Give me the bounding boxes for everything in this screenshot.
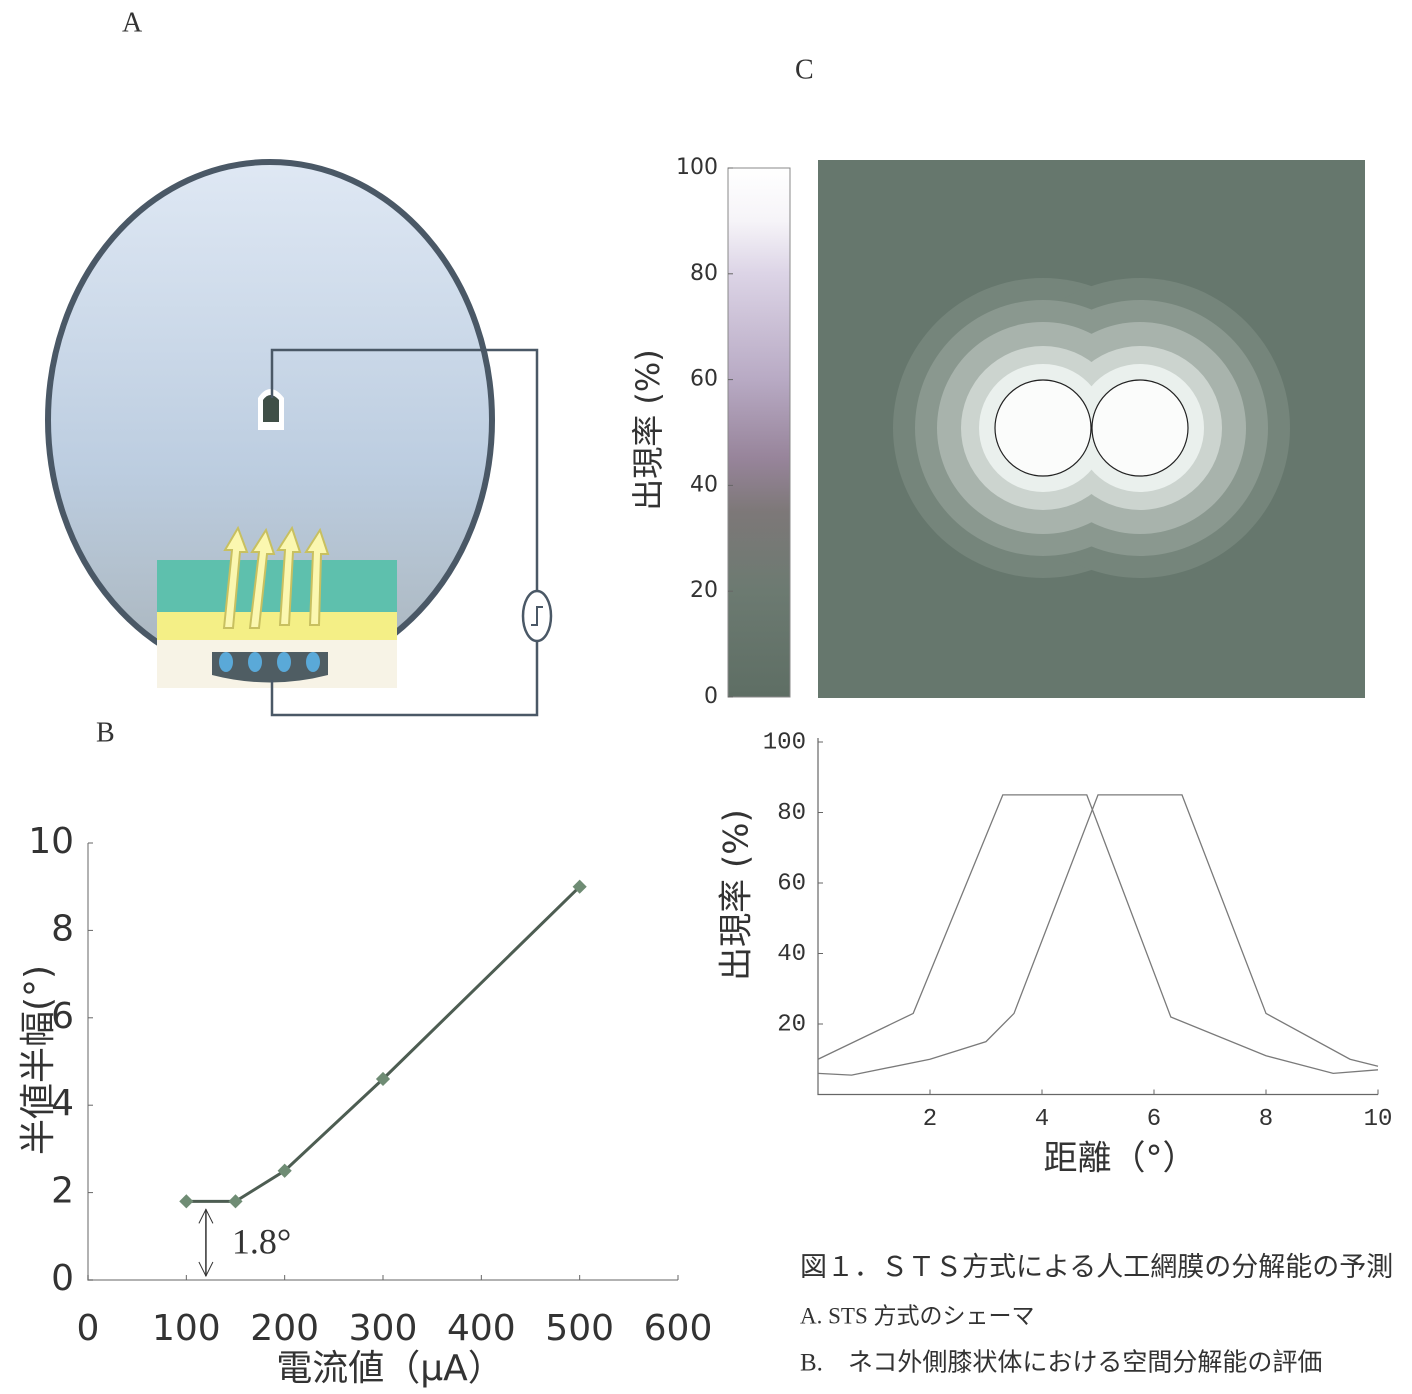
x-tick-label: 6 (1147, 1106, 1161, 1133)
panel-label: B (96, 717, 115, 748)
y-tick-label: 40 (690, 472, 718, 497)
figure: A B C 図１．ＳＴＳ方式による人工網膜の分解能の予測 A. STS 方式 (0, 0, 1412, 1394)
y-tick-label: 60 (777, 870, 806, 897)
data-line (818, 795, 1378, 1075)
y-tick-label: 2 (51, 1171, 74, 1212)
caption: A. STS 方式のシェーマ (800, 1303, 1035, 1328)
x-tick-label: 200 (250, 1308, 319, 1349)
annotation: 1.8° (232, 1222, 291, 1262)
data-line (818, 795, 1378, 1073)
x-tick-label: 400 (447, 1308, 516, 1349)
panel-label: C (795, 54, 814, 85)
axis-line (818, 738, 1378, 1095)
data-line (186, 887, 579, 1202)
caption: 図１．ＳＴＳ方式による人工網膜の分解能の予測 (800, 1252, 1393, 1282)
x-tick-label: 8 (1259, 1106, 1273, 1133)
x-tick-label: 10 (1364, 1106, 1393, 1133)
x-tick-label: 100 (152, 1308, 221, 1349)
y-tick-label: 0 (704, 684, 718, 709)
x-tick-label: 500 (545, 1308, 614, 1349)
y-tick-label: 20 (777, 1011, 806, 1038)
y-tick-label: 40 (777, 941, 806, 968)
data-point (179, 1194, 193, 1208)
heatmap-image (818, 160, 1365, 698)
schematic (48, 162, 551, 715)
x-tick-label: 2 (923, 1106, 937, 1133)
data-point (228, 1194, 242, 1208)
y-axis-label: 出現率 (%) (629, 349, 667, 511)
y-tick-label: 0 (51, 1258, 74, 1299)
y-tick-label: 100 (763, 729, 806, 756)
y-axis-label: 半値半幅(°) (18, 965, 59, 1155)
y-tick-label: 8 (51, 908, 74, 949)
page: A B C 図１．ＳＴＳ方式による人工網膜の分解能の予測 A. STS 方式 (0, 0, 1412, 1394)
y-tick-label: 100 (676, 155, 718, 180)
y-tick-label: 20 (690, 578, 718, 603)
y-axis-label: 出現率 (%) (717, 809, 757, 981)
x-tick-label: 4 (1035, 1106, 1049, 1133)
x-tick-label: 0 (77, 1308, 100, 1349)
y-tick-label: 80 (777, 800, 806, 827)
x-axis-label: 距離（°） (1044, 1139, 1197, 1179)
x-tick-label: 300 (349, 1308, 418, 1349)
caption: B. ネコ外側膝状体における空間分解能の評価 (800, 1349, 1322, 1377)
colorbar (728, 168, 790, 697)
y-tick-label: 10 (28, 821, 74, 862)
x-tick-label: 600 (644, 1308, 713, 1349)
y-tick-label: 60 (690, 367, 718, 392)
axis-line (88, 843, 678, 1280)
y-tick-label: 80 (690, 261, 718, 286)
panel-label: A (122, 7, 143, 38)
x-axis-label: 電流値（μA） (276, 1348, 504, 1389)
